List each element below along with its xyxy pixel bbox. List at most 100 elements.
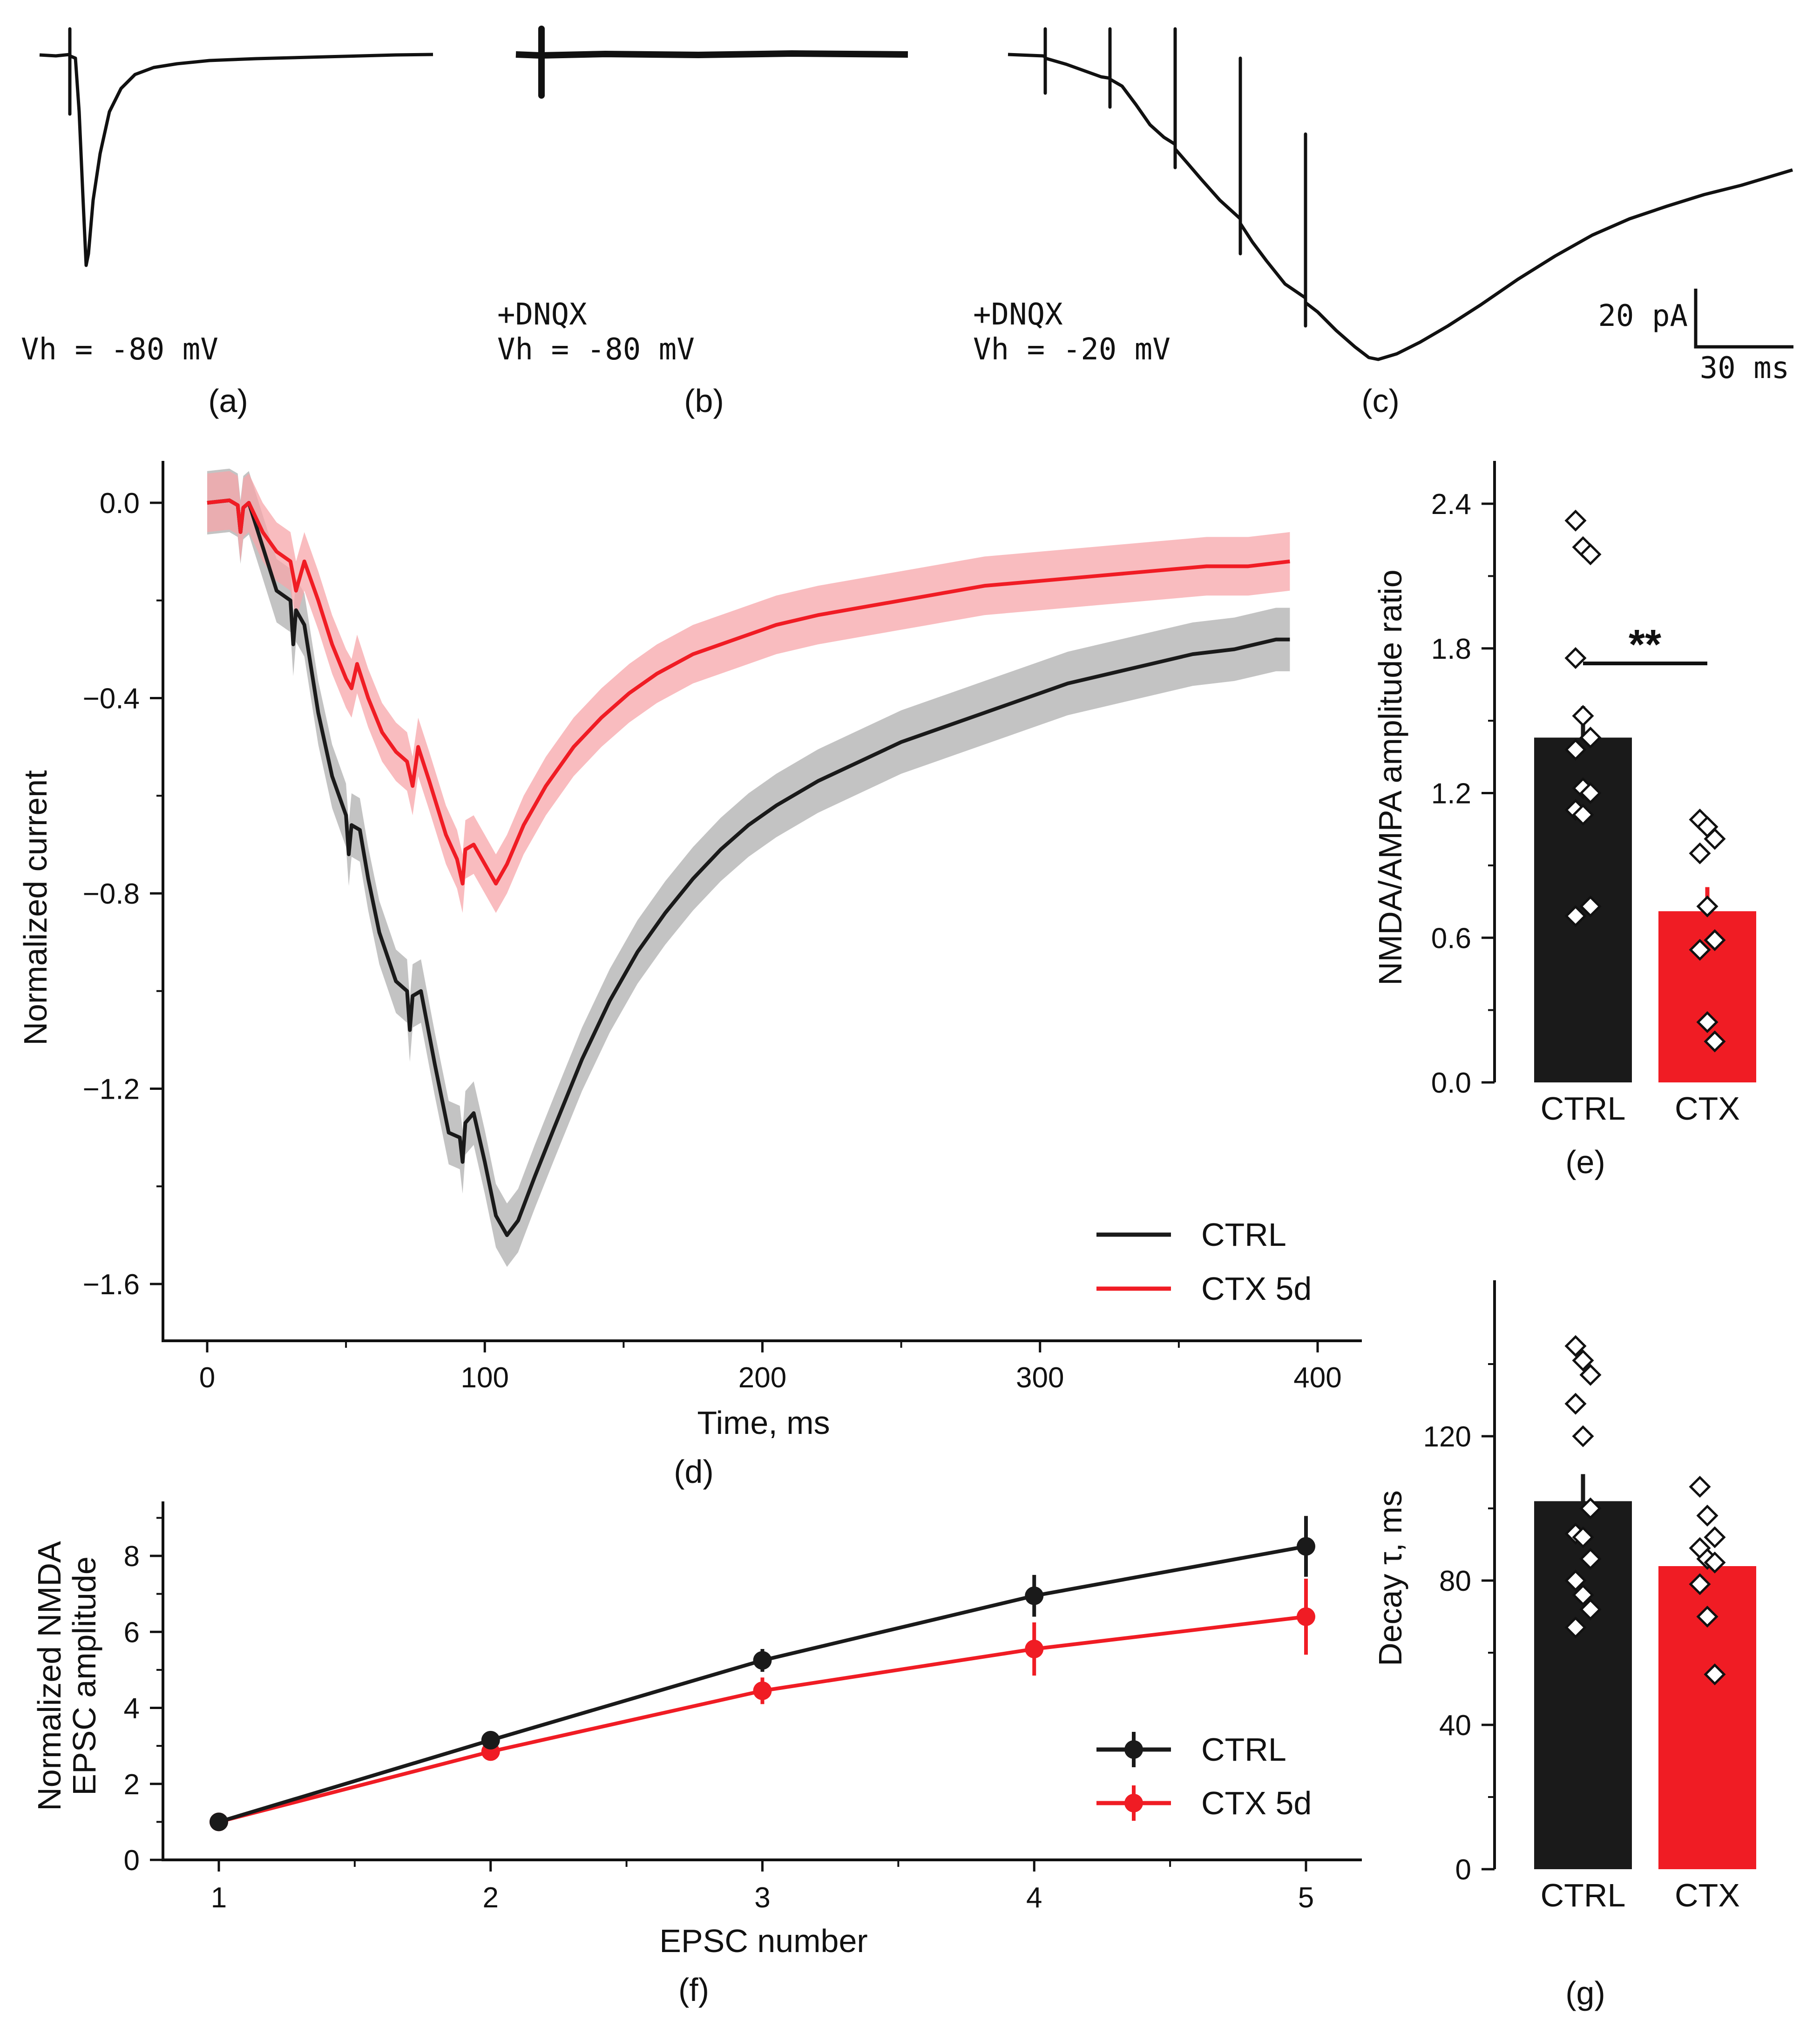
x-tick-label-3: 3 [754,1882,770,1914]
data-point-ctrl [1579,726,1602,749]
data-point-ctrl [1572,1425,1594,1447]
chart-g-ylabel: Decay τ, ms [1372,1490,1408,1666]
chart-f-ylabel-2: EPSC amplitude [66,1556,102,1796]
panel-e-letter: (e) [1565,1144,1605,1180]
chart-g: 0 40 80 120 CTRL CTX Decay τ, ms (g) [1372,1280,1756,2011]
data-point-ctrl [1579,895,1602,918]
panel-c: +DNQX Vh = -20 mV (c) 20 pA 30 ms [973,27,1793,419]
data-point-ctx [1704,1551,1726,1574]
x-tick-label-1: 1 [211,1882,227,1914]
chart-f-legend: CTRL CTX 5d [1096,1731,1312,1821]
x-tick-label-4: 4 [1026,1882,1042,1914]
point-ctx-5d [1025,1639,1044,1658]
y-tick-label: 2.4 [1431,488,1471,520]
chart-g-cat-ctx: CTX [1675,1877,1740,1913]
chart-e: ** 0.0 0.6 1.2 1.8 2.4 CTRL CTX NMDA/AMPA am… [1372,461,1756,1180]
line-ctx-5d [218,1615,1306,1824]
panel-c-vh: Vh = -20 mV [973,332,1170,367]
trace-ctx-5d [207,498,1290,886]
chart-f-plot [210,1516,1315,1831]
y-tick-label: −1.6 [83,1269,140,1301]
bar-ctrl [1534,1501,1632,1869]
x-tick-label-300: 300 [1016,1362,1064,1394]
scale-bar-x-label: 30 ms [1700,351,1790,385]
trace-c [1008,27,1793,361]
y-tick-label: −0.8 [83,878,140,910]
chart-e-cat-ctrl: CTRL [1541,1090,1626,1127]
panel-c-letter: (c) [1361,383,1400,419]
data-point-ctx [1696,895,1719,918]
data-point-ctrl [1572,1526,1594,1548]
trace-ctrl [207,498,1290,1237]
legend-d-ctx-label: CTX 5d [1201,1270,1312,1307]
data-point-ctx [1689,1573,1711,1595]
data-point-ctrl [1564,647,1587,669]
data-point-ctrl [1572,1584,1594,1606]
chart-d-plot [207,468,1290,1267]
chart-e-cat-ctx: CTX [1675,1090,1740,1127]
y-tick-label: 2 [124,1769,140,1801]
chart-e-y-ticks: 0.0 0.6 1.2 1.8 2.4 [1431,488,1495,1099]
point-ctrl [210,1812,228,1831]
chart-g-y-ticks: 0 40 80 120 [1423,1363,1495,1886]
chart-e-plot: ** [1534,509,1756,1082]
point-ctrl [1297,1537,1315,1556]
point-ctrl [481,1730,500,1750]
data-point-ctx [1689,939,1711,961]
data-point-ctrl [1564,1392,1587,1415]
legend-d-ctrl-label: CTRL [1201,1216,1286,1253]
x-tick-label-200: 200 [738,1362,786,1394]
chart-f-x-ticks: 1 2 3 4 5 [211,1860,1314,1914]
panel-c-cond: +DNQX [973,297,1063,332]
legend-f-ctrl-label: CTRL [1201,1731,1286,1768]
x-tick-label-100: 100 [461,1362,509,1394]
chart-e-ylabel: NMDA/AMPA amplitude ratio [1372,569,1408,985]
legend-f-ctx-label: CTX 5d [1201,1785,1312,1821]
data-point-ctrl [1579,1547,1602,1570]
chart-g-cat-ctrl: CTRL [1541,1877,1626,1913]
data-point-ctx [1689,842,1711,865]
y-tick-label: 40 [1439,1710,1471,1742]
panel-b-letter: (b) [684,383,724,419]
x-tick-label-5: 5 [1298,1882,1314,1914]
panel-b-vh: Vh = -80 mV [497,332,695,367]
x-tick-label-2: 2 [483,1882,499,1914]
panel-g-letter: (g) [1565,1975,1605,2011]
chart-f-ylabel-1: Normalized NMDA [31,1541,68,1811]
legend-f-ctrl-marker [1124,1740,1143,1759]
panel-a-vh: Vh = -80 mV [21,332,218,367]
data-point-ctrl [1572,804,1594,826]
data-point-ctx [1704,1030,1726,1053]
significance-label: ** [1629,622,1661,668]
chart-d-y-ticks: 0.0 −0.4 −0.8 −1.2 −1.6 [83,487,163,1301]
data-point-ctrl [1579,1364,1602,1386]
data-point-ctx [1704,828,1726,850]
panel-f-letter: (f) [678,1972,709,2008]
data-point-ctx [1704,1663,1726,1686]
data-point-ctrl [1579,1598,1602,1621]
y-tick-label: 1.8 [1431,633,1471,665]
scale-bar-y-label: 20 pA [1598,299,1688,333]
panel-d-letter: (d) [674,1453,714,1490]
data-point-ctrl [1572,1349,1594,1372]
chart-d-x-ticks: 0 100 200 300 400 [199,1341,1342,1394]
data-point-ctrl [1564,1569,1587,1592]
y-tick-label: 0.0 [100,487,140,520]
data-point-ctrl [1579,782,1602,804]
x-tick-label-400: 400 [1293,1362,1341,1394]
chart-d-ylabel: Normalized current [17,770,54,1045]
y-tick-label: 0.0 [1431,1067,1471,1099]
panel-b: +DNQX Vh = -80 mV (b) [497,26,908,419]
trace-a [39,27,433,267]
data-point-ctrl [1579,543,1602,566]
data-point-ctrl [1564,1335,1587,1357]
data-point-ctrl [1579,1497,1602,1520]
data-point-ctx [1704,929,1726,951]
panel-b-cond: +DNQX [497,297,587,332]
data-point-ctrl [1564,905,1587,927]
data-point-ctx [1696,1504,1719,1527]
y-tick-label: 80 [1439,1565,1471,1597]
y-tick-label: 6 [124,1616,140,1649]
